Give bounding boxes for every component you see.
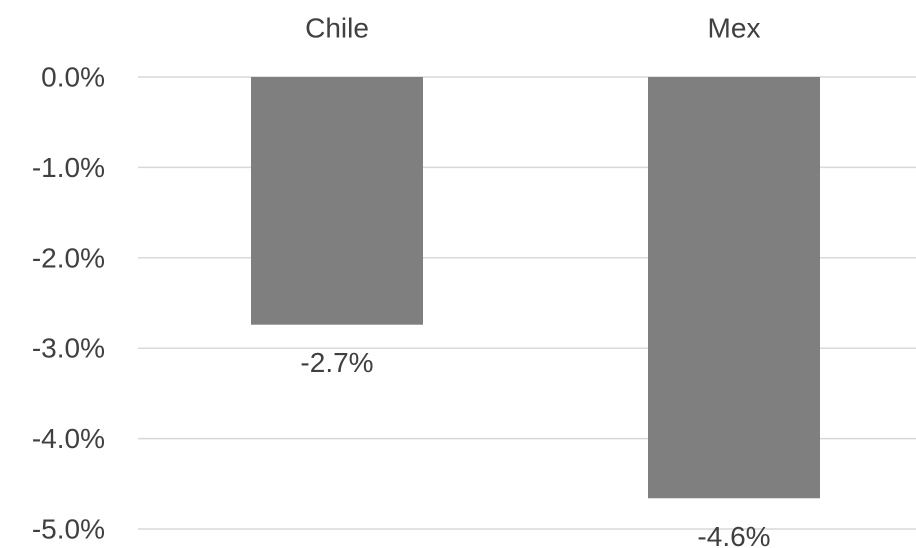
data-labels: -2.7% -4.6% [300,347,770,548]
category-label-mex: Mex [708,13,761,44]
category-labels: Chile Mex [305,13,760,44]
data-label-chile: -2.7% [300,347,373,378]
bar-mex [648,77,820,499]
bars [251,77,820,499]
y-tick-label: -3.0% [32,333,105,364]
category-label-chile: Chile [305,13,369,44]
y-tick-label: -5.0% [32,514,105,545]
y-tick-label: -4.0% [32,423,105,454]
y-tick-label: -2.0% [32,242,105,273]
y-tick-label: 0.0% [41,62,105,93]
y-axis-tick-labels: 0.0% -1.0% -2.0% -3.0% -4.0% -5.0% [32,62,105,545]
bar-chile [251,77,423,325]
y-tick-label: -1.0% [32,152,105,183]
data-label-mex: -4.6% [697,521,770,548]
